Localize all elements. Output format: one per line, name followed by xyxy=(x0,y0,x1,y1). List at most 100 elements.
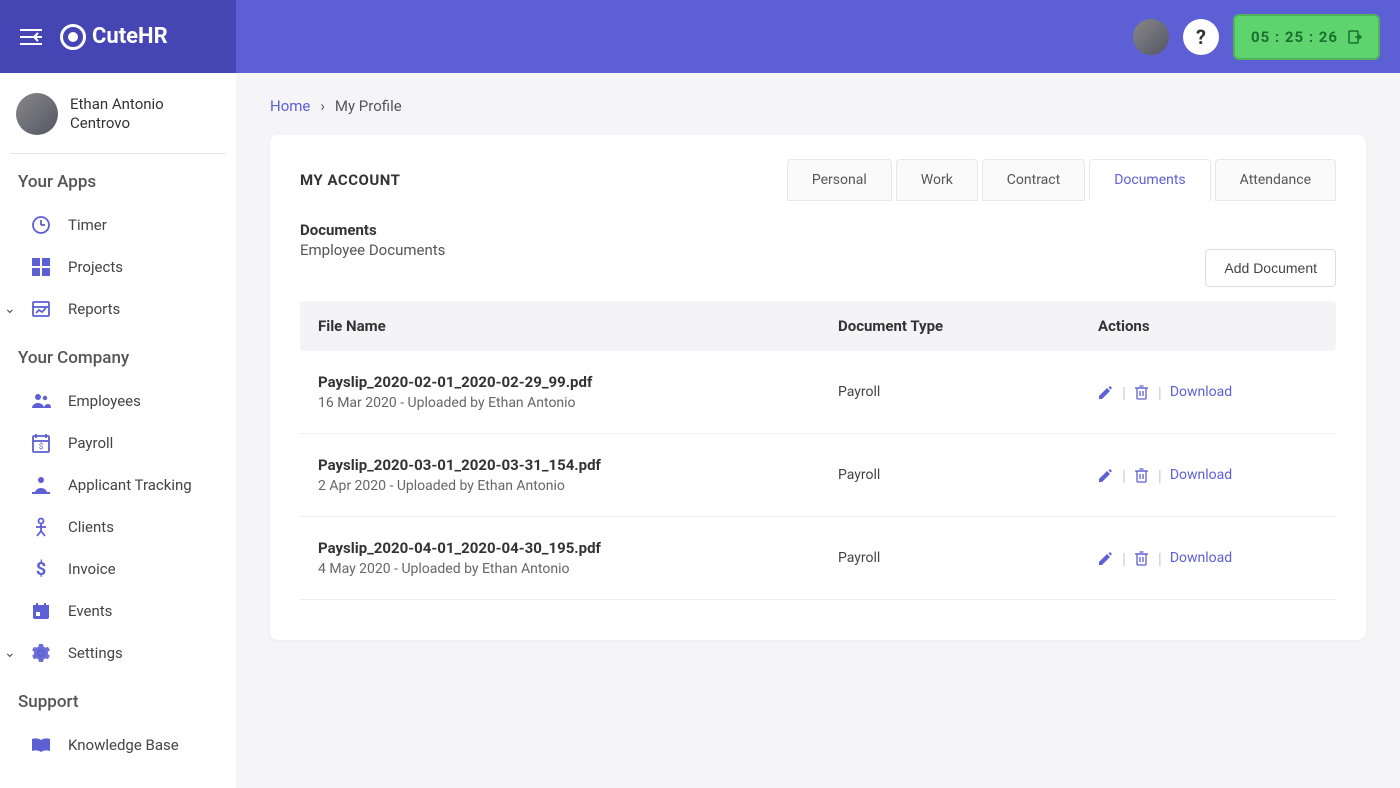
actions-cell: | | Download xyxy=(1098,383,1318,402)
sidebar-item-payroll[interactable]: $ Payroll xyxy=(10,422,226,464)
people-icon xyxy=(30,390,52,412)
delete-icon[interactable] xyxy=(1134,550,1150,566)
doc-type: Payroll xyxy=(838,467,1098,483)
table-header: File Name Document Type Actions xyxy=(300,301,1336,351)
report-icon xyxy=(30,298,52,320)
actions-cell: | | Download xyxy=(1098,466,1318,485)
file-meta: 2 Apr 2020 - Uploaded by Ethan Antonio xyxy=(318,478,838,494)
menu-toggle-button[interactable] xyxy=(20,28,42,46)
sidebar-item-label: Projects xyxy=(68,258,123,276)
tabs: Personal Work Contract Documents Attenda… xyxy=(783,159,1336,201)
account-card: MY ACCOUNT Personal Work Contract Docume… xyxy=(270,135,1366,640)
chevron-down-icon: ⌄ xyxy=(4,301,16,317)
sidebar-item-label: Settings xyxy=(68,644,123,662)
user-avatar xyxy=(16,93,58,135)
sidebar-item-knowledge-base[interactable]: Knowledge Base xyxy=(10,724,226,766)
header-right: ? 05 : 25 : 26 xyxy=(1133,14,1380,60)
header-left: CuteHR xyxy=(0,0,236,73)
logo[interactable]: CuteHR xyxy=(60,24,168,50)
section-title-apps: Your Apps xyxy=(10,154,226,204)
chevron-right-icon: › xyxy=(320,97,325,115)
file-meta: 16 Mar 2020 - Uploaded by Ethan Antonio xyxy=(318,395,838,411)
edit-icon[interactable] xyxy=(1098,550,1114,566)
col-doc-type: Document Type xyxy=(838,317,1098,335)
logo-text: CuteHR xyxy=(92,24,168,49)
download-link[interactable]: Download xyxy=(1170,384,1232,400)
sidebar-item-applicant-tracking[interactable]: Applicant Tracking xyxy=(10,464,226,506)
file-meta: 4 May 2020 - Uploaded by Ethan Antonio xyxy=(318,561,838,577)
doc-type: Payroll xyxy=(838,550,1098,566)
download-link[interactable]: Download xyxy=(1170,467,1232,483)
main-content: Home › My Profile MY ACCOUNT Personal Wo… xyxy=(236,73,1400,788)
action-separator: | xyxy=(1122,383,1126,402)
action-separator: | xyxy=(1122,466,1126,485)
table-row: Payslip_2020-03-01_2020-03-31_154.pdf 2 … xyxy=(300,434,1336,517)
sidebar-item-timer[interactable]: Timer xyxy=(10,204,226,246)
gear-icon xyxy=(30,642,52,664)
sidebar-item-reports[interactable]: ⌄ Reports xyxy=(10,288,226,330)
documents-heading: Documents xyxy=(300,221,1336,239)
action-separator: | xyxy=(1122,549,1126,568)
book-icon xyxy=(30,734,52,756)
add-document-row: Add Document xyxy=(300,249,1336,287)
breadcrumb: Home › My Profile xyxy=(270,97,1366,115)
file-name: Payslip_2020-04-01_2020-04-30_195.pdf xyxy=(318,539,838,557)
file-cell: Payslip_2020-02-01_2020-02-29_99.pdf 16 … xyxy=(318,373,838,411)
delete-icon[interactable] xyxy=(1134,384,1150,400)
dollar-icon: $ xyxy=(30,558,52,580)
section-title-company: Your Company xyxy=(10,330,226,380)
applicant-icon xyxy=(30,474,52,496)
sidebar-item-label: Knowledge Base xyxy=(68,736,179,754)
card-header: MY ACCOUNT Personal Work Contract Docume… xyxy=(300,159,1336,201)
col-file-name: File Name xyxy=(318,317,838,335)
doc-type: Payroll xyxy=(838,384,1098,400)
download-link[interactable]: Download xyxy=(1170,550,1232,566)
tab-attendance[interactable]: Attendance xyxy=(1215,159,1336,201)
timer-exit-icon xyxy=(1348,30,1362,44)
sidebar-item-label: Clients xyxy=(68,518,114,536)
sidebar-item-label: Applicant Tracking xyxy=(68,476,192,494)
file-cell: Payslip_2020-04-01_2020-04-30_195.pdf 4 … xyxy=(318,539,838,577)
file-name: Payslip_2020-02-01_2020-02-29_99.pdf xyxy=(318,373,838,391)
sidebar-item-employees[interactable]: Employees xyxy=(10,380,226,422)
sidebar-item-projects[interactable]: Projects xyxy=(10,246,226,288)
documents-table: File Name Document Type Actions Payslip_… xyxy=(300,301,1336,600)
tab-contract[interactable]: Contract xyxy=(982,159,1085,201)
sidebar-item-settings[interactable]: ⌄ Settings xyxy=(10,632,226,674)
sidebar-item-clients[interactable]: Clients xyxy=(10,506,226,548)
col-actions: Actions xyxy=(1098,317,1318,335)
sidebar: Ethan Antonio Centrovo Your Apps Timer P… xyxy=(0,73,236,788)
tab-documents[interactable]: Documents xyxy=(1089,159,1210,201)
payroll-icon: $ xyxy=(30,432,52,454)
sidebar-item-invoice[interactable]: $ Invoice xyxy=(10,548,226,590)
action-separator: | xyxy=(1158,466,1162,485)
user-block[interactable]: Ethan Antonio Centrovo xyxy=(10,93,226,154)
svg-text:$: $ xyxy=(39,442,44,451)
delete-icon[interactable] xyxy=(1134,467,1150,483)
sidebar-item-label: Timer xyxy=(68,216,107,234)
timer-badge[interactable]: 05 : 25 : 26 xyxy=(1233,14,1380,60)
sidebar-item-label: Employees xyxy=(68,392,141,410)
tab-work[interactable]: Work xyxy=(896,159,978,201)
actions-cell: | | Download xyxy=(1098,549,1318,568)
breadcrumb-current: My Profile xyxy=(335,97,402,115)
logo-icon xyxy=(60,24,86,50)
sidebar-item-label: Payroll xyxy=(68,434,113,452)
avatar[interactable] xyxy=(1133,19,1169,55)
action-separator: | xyxy=(1158,549,1162,568)
breadcrumb-home[interactable]: Home xyxy=(270,97,310,115)
tab-personal[interactable]: Personal xyxy=(787,159,892,201)
action-separator: | xyxy=(1158,383,1162,402)
timer-value: 05 : 25 : 26 xyxy=(1251,28,1338,46)
clock-icon xyxy=(30,214,52,236)
table-row: Payslip_2020-02-01_2020-02-29_99.pdf 16 … xyxy=(300,351,1336,434)
help-button[interactable]: ? xyxy=(1183,19,1219,55)
sidebar-item-label: Events xyxy=(68,602,112,620)
chevron-down-icon: ⌄ xyxy=(4,645,16,661)
edit-icon[interactable] xyxy=(1098,384,1114,400)
edit-icon[interactable] xyxy=(1098,467,1114,483)
file-name: Payslip_2020-03-01_2020-03-31_154.pdf xyxy=(318,456,838,474)
svg-text:$: $ xyxy=(36,559,46,579)
add-document-button[interactable]: Add Document xyxy=(1205,249,1336,287)
sidebar-item-events[interactable]: Events xyxy=(10,590,226,632)
